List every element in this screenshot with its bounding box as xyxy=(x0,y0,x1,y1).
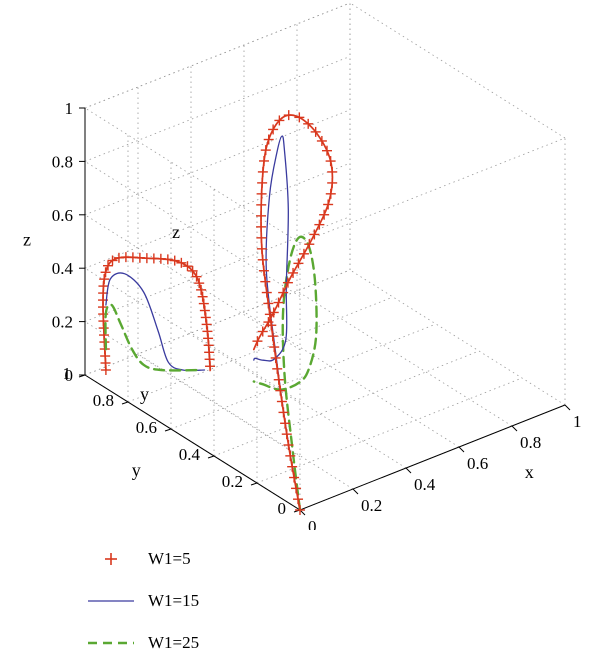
gridline xyxy=(84,216,351,322)
inset-yz-projection: yz xyxy=(98,222,216,404)
y-tick-label: 0.2 xyxy=(222,472,243,491)
gridline xyxy=(84,321,301,457)
z-axis-label: z xyxy=(23,230,31,250)
gridline xyxy=(213,350,480,457)
legend-label: W1=15 xyxy=(148,591,200,610)
series-layer xyxy=(252,110,338,515)
series-line xyxy=(252,114,334,511)
gridline xyxy=(137,353,354,490)
gridline xyxy=(84,269,351,376)
dashed-line-icon xyxy=(88,641,134,645)
x-tick xyxy=(564,404,571,411)
inset-series-line xyxy=(104,303,203,372)
inset-z-label: z xyxy=(172,222,180,242)
y-tick-label: 1 xyxy=(63,364,72,383)
plus-marker-icon xyxy=(105,553,117,565)
y-tick-label: 0 xyxy=(278,499,287,518)
x-tick-label: 0.6 xyxy=(467,454,488,473)
axes xyxy=(78,107,571,516)
z-tick-label: 0.2 xyxy=(52,313,73,332)
gridline xyxy=(296,290,513,427)
gridline xyxy=(127,296,394,403)
tick-labels: 00.20.40.60.8100.20.40.60.8100.20.40.60.… xyxy=(23,99,582,530)
legend: W1=5 W1=15 W1=25 xyxy=(88,538,348,664)
y-tick-label: 0.6 xyxy=(136,418,157,437)
y-tick xyxy=(164,428,172,432)
box-edge xyxy=(84,2,351,109)
box-edge xyxy=(299,137,566,244)
inset-series-line xyxy=(105,272,206,372)
y-axis-label: y xyxy=(132,460,141,480)
legend-label: W1=25 xyxy=(148,633,200,652)
inset-y-label: y xyxy=(140,384,149,404)
z-tick-label: 0.8 xyxy=(52,152,73,171)
gridline xyxy=(170,323,437,430)
y-tick xyxy=(121,401,129,405)
legend-label: W1=5 xyxy=(148,549,191,568)
chart-3d: yz 00.20.40.60.8100.20.40.60.8100.20.40.… xyxy=(23,2,582,530)
x-axis-label: x xyxy=(525,462,534,482)
gridline xyxy=(84,2,351,109)
legend-item-w1-15: W1=15 xyxy=(88,580,348,622)
z-tick-label: 0.4 xyxy=(52,259,74,278)
x-tick xyxy=(405,467,412,474)
legend-item-w1-25: W1=25 xyxy=(88,622,348,664)
y-axis-line xyxy=(84,374,301,511)
x-tick-label: 0.8 xyxy=(520,433,541,452)
solid-line-icon xyxy=(88,600,134,602)
x-tick-label: 0 xyxy=(308,517,317,530)
y-tick-label: 0.8 xyxy=(93,391,114,410)
gridline xyxy=(84,56,351,162)
gridline xyxy=(190,332,407,469)
x-tick xyxy=(511,425,518,432)
z-tick-label: 0.6 xyxy=(52,206,73,225)
z-tick-label: 1 xyxy=(65,99,74,118)
x-tick xyxy=(458,446,465,453)
gridline xyxy=(84,269,351,376)
z-tick-label: 0 xyxy=(65,366,74,385)
y-tick xyxy=(207,455,215,459)
x-tick-label: 1 xyxy=(573,412,582,431)
inset-series-line xyxy=(102,256,212,371)
y-tick-label: 0.4 xyxy=(179,445,201,464)
x-tick-label: 0.4 xyxy=(414,475,436,494)
gridline xyxy=(349,269,566,406)
series-line xyxy=(252,235,318,512)
legend-item-w1-5: W1=5 xyxy=(88,538,348,580)
y-tick xyxy=(250,482,258,486)
x-tick xyxy=(352,488,359,495)
box-edge xyxy=(349,2,566,139)
x-axis-line xyxy=(299,404,566,511)
x-tick-label: 0.2 xyxy=(361,496,382,515)
